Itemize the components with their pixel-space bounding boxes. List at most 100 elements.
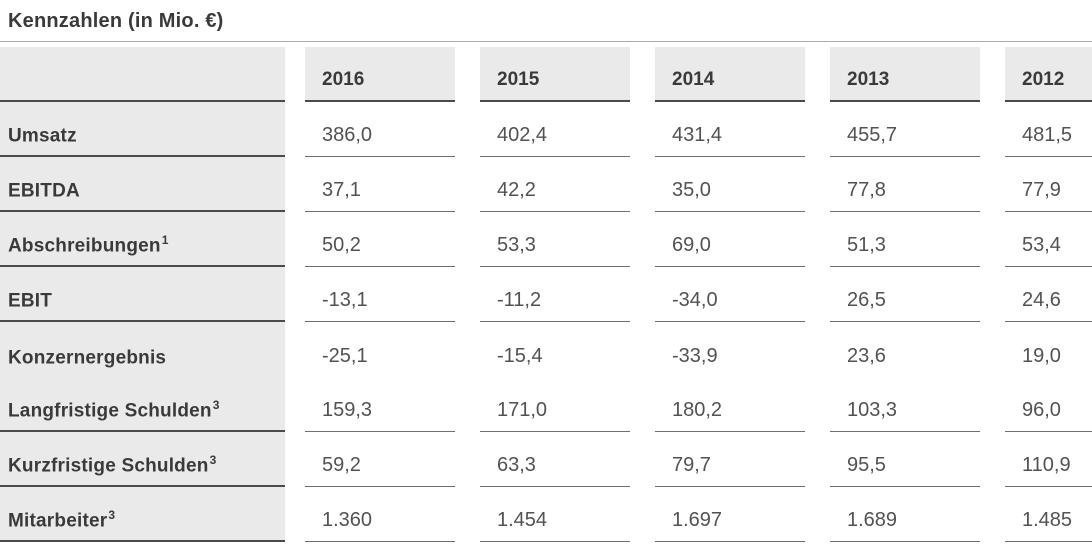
- value-cell: 63,3: [480, 432, 630, 487]
- column-gap: [630, 377, 655, 432]
- value-cell: 1.485: [1005, 487, 1092, 542]
- column-gap: [805, 267, 830, 322]
- column-gap: [455, 322, 480, 377]
- column-gap: [455, 487, 480, 542]
- value-cell: 77,8: [830, 157, 980, 212]
- column-gap: [630, 157, 655, 212]
- column-gap: [285, 432, 305, 487]
- column-gap: [630, 487, 655, 542]
- value-cell: 50,2: [305, 212, 455, 267]
- column-gap: [455, 377, 480, 432]
- row-label-text: Umsatz: [8, 125, 77, 146]
- value-cell: 35,0: [655, 157, 805, 212]
- column-gap: [980, 47, 1005, 102]
- column-gap: [980, 432, 1005, 487]
- value-cell: 386,0: [305, 102, 455, 157]
- value-cell: 431,4: [655, 102, 805, 157]
- row-label: Umsatz: [0, 102, 285, 157]
- column-gap: [285, 157, 305, 212]
- column-gap: [455, 102, 480, 157]
- column-gap: [455, 267, 480, 322]
- row-label: Langfristige Schulden3: [0, 377, 285, 432]
- row-label-text: EBITDA: [8, 180, 80, 201]
- column-gap: [980, 377, 1005, 432]
- column-gap: [980, 102, 1005, 157]
- row-label-text: EBIT: [8, 290, 53, 311]
- column-gap: [805, 432, 830, 487]
- value-cell: 455,7: [830, 102, 980, 157]
- column-gap: [980, 322, 1005, 377]
- footnote-superscript: 3: [212, 397, 220, 412]
- value-cell: -25,1: [305, 322, 455, 377]
- column-gap: [805, 157, 830, 212]
- column-header-2013: 2013: [830, 47, 980, 102]
- column-gap: [455, 47, 480, 102]
- row-label: EBIT: [0, 267, 285, 322]
- column-gap: [630, 212, 655, 267]
- column-gap: [980, 267, 1005, 322]
- column-gap: [980, 212, 1005, 267]
- row-label-text: Langfristige Schulden: [8, 400, 212, 421]
- row-label: Kurzfristige Schulden3: [0, 432, 285, 487]
- column-gap: [285, 377, 305, 432]
- column-header-2014: 2014: [655, 47, 805, 102]
- value-cell: -11,2: [480, 267, 630, 322]
- value-cell: 53,4: [1005, 212, 1092, 267]
- column-gap: [455, 432, 480, 487]
- column-gap: [805, 47, 830, 102]
- value-cell: 96,0: [1005, 377, 1092, 432]
- value-cell: 77,9: [1005, 157, 1092, 212]
- value-cell: 42,2: [480, 157, 630, 212]
- value-cell: 1.697: [655, 487, 805, 542]
- value-cell: 23,6: [830, 322, 980, 377]
- header-empty-cell: [0, 47, 285, 102]
- value-cell: -15,4: [480, 322, 630, 377]
- column-gap: [980, 487, 1005, 542]
- column-gap: [805, 377, 830, 432]
- column-gap: [630, 267, 655, 322]
- value-cell: 481,5: [1005, 102, 1092, 157]
- row-label: Mitarbeiter3: [0, 487, 285, 542]
- value-cell: 69,0: [655, 212, 805, 267]
- column-gap: [285, 47, 305, 102]
- value-cell: 159,3: [305, 377, 455, 432]
- row-label: Abschreibungen1: [0, 212, 285, 267]
- column-gap: [285, 267, 305, 322]
- column-gap: [630, 47, 655, 102]
- value-cell: 402,4: [480, 102, 630, 157]
- row-label-text: Abschreibungen: [8, 235, 161, 256]
- value-cell: 171,0: [480, 377, 630, 432]
- row-label-text: Kurzfristige Schulden: [8, 455, 209, 476]
- column-gap: [980, 157, 1005, 212]
- page-title: Kennzahlen (in Mio. €): [8, 10, 224, 32]
- title-bar: Kennzahlen (in Mio. €): [0, 0, 1092, 42]
- column-gap: [285, 212, 305, 267]
- row-label-text: Konzernergebnis: [8, 347, 167, 368]
- column-gap: [630, 102, 655, 157]
- row-label: EBITDA: [0, 157, 285, 212]
- column-header-2016: 2016: [305, 47, 455, 102]
- column-gap: [805, 322, 830, 377]
- value-cell: -33,9: [655, 322, 805, 377]
- value-cell: 95,5: [830, 432, 980, 487]
- key-figures-table: 2016 2015 2014 2013 2012 Umsatz 386,0 402…: [0, 47, 1092, 542]
- value-cell: -34,0: [655, 267, 805, 322]
- value-cell: 53,3: [480, 212, 630, 267]
- column-gap: [630, 432, 655, 487]
- value-cell: 1.689: [830, 487, 980, 542]
- column-gap: [805, 102, 830, 157]
- column-gap: [455, 212, 480, 267]
- column-gap: [805, 487, 830, 542]
- column-header-2015: 2015: [480, 47, 630, 102]
- column-header-2012: 2012: [1005, 47, 1092, 102]
- value-cell: 103,3: [830, 377, 980, 432]
- footnote-superscript: 1: [161, 232, 169, 247]
- row-label-text: Mitarbeiter: [8, 510, 108, 531]
- value-cell: 26,5: [830, 267, 980, 322]
- column-gap: [285, 487, 305, 542]
- column-gap: [805, 212, 830, 267]
- value-cell: 24,6: [1005, 267, 1092, 322]
- column-gap: [285, 102, 305, 157]
- row-label: Konzernergebnis: [0, 322, 285, 377]
